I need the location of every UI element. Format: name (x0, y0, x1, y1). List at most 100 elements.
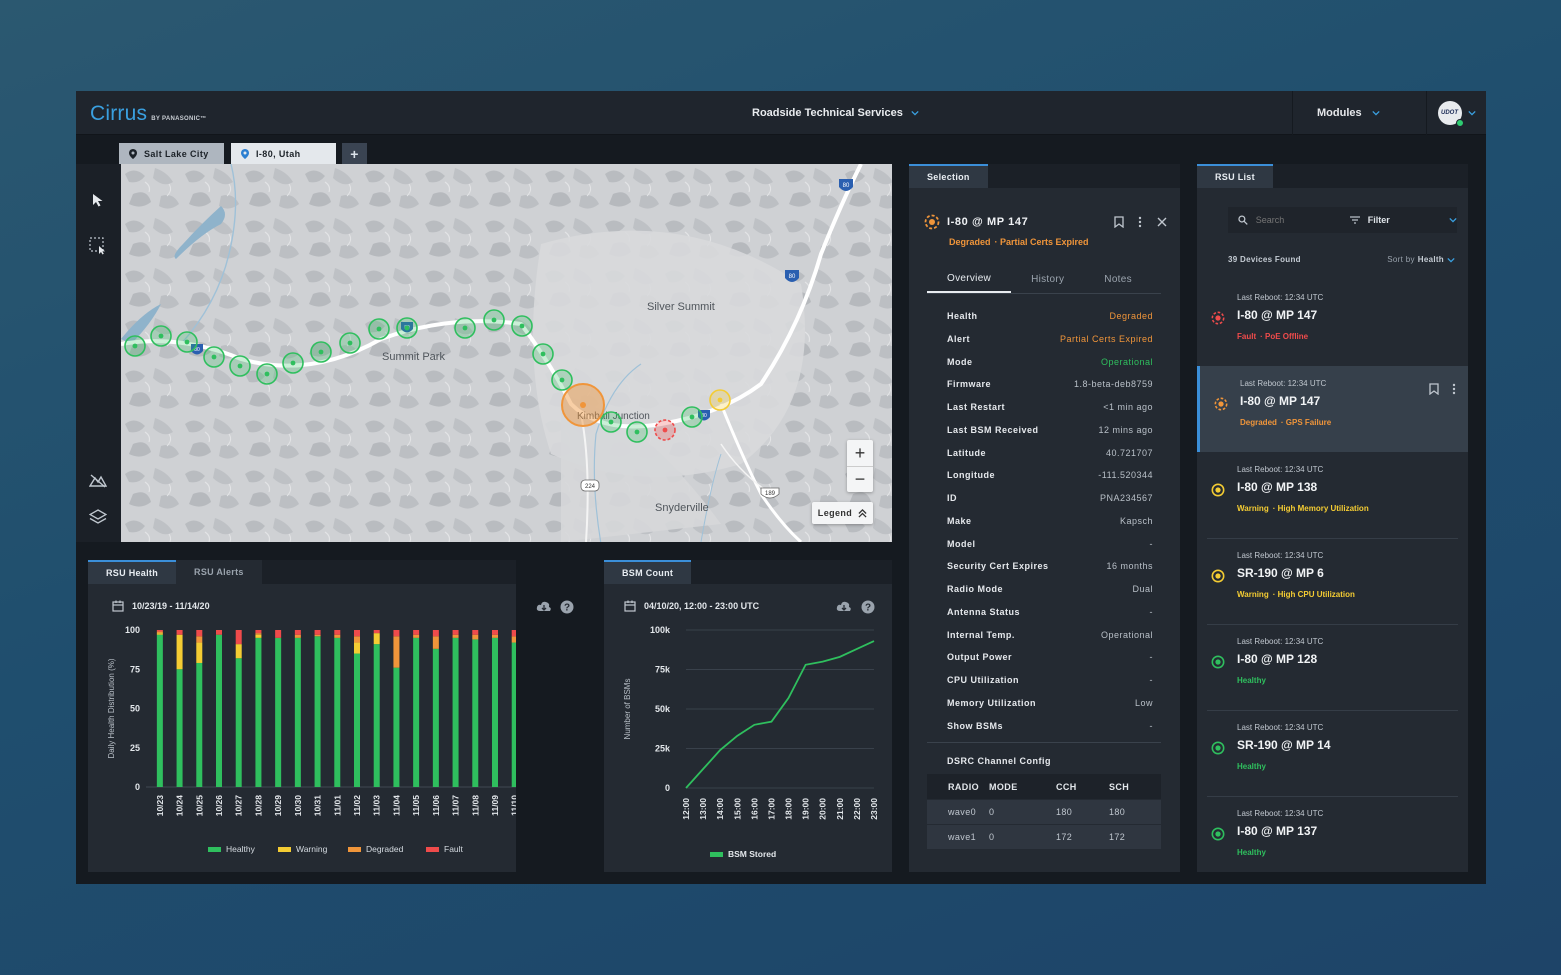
bar-segment-degraded[interactable] (196, 636, 203, 643)
rsu-marker-healthy[interactable] (551, 369, 573, 391)
rsu-marker-healthy[interactable] (310, 341, 332, 363)
bar-segment-degraded[interactable] (354, 636, 360, 643)
bar-segment-healthy[interactable] (452, 637, 459, 787)
bar-segment-fault[interactable] (294, 630, 301, 635)
rsu-marker-healthy[interactable] (396, 317, 418, 339)
rsu-marker-healthy[interactable] (339, 332, 361, 354)
bar-segment-fault[interactable] (314, 630, 321, 635)
organization-selector[interactable]: Roadside Technical Services (752, 107, 919, 119)
legend-item-warning[interactable]: Warning (278, 844, 328, 854)
filter-dropdown[interactable]: Filter (1349, 215, 1457, 225)
bar-segment-healthy[interactable] (393, 667, 400, 787)
zoom-out-button[interactable]: − (847, 466, 873, 492)
bar-segment-healthy[interactable] (196, 662, 203, 787)
bar-segment-degraded[interactable] (255, 633, 262, 635)
help-icon[interactable]: ? (861, 600, 875, 614)
bar-segment-warning[interactable] (235, 644, 242, 659)
cloud-download-icon[interactable] (836, 600, 852, 614)
legend-item-fault[interactable]: Fault (426, 844, 464, 854)
bar-segment-fault[interactable] (432, 630, 439, 637)
bar-segment-degraded[interactable] (452, 634, 459, 638)
rsu-marker-healthy[interactable] (368, 318, 390, 340)
bar-segment-healthy[interactable] (492, 637, 498, 787)
area-select-tool-button[interactable] (88, 236, 108, 256)
rsu-marker-healthy[interactable] (600, 411, 622, 433)
bar-segment-fault[interactable] (156, 630, 163, 632)
rsu-list-item[interactable]: Last Reboot: 12:34 UTC I-80 @ MP 137 Healt… (1197, 796, 1468, 872)
rsu-marker-healthy[interactable] (282, 352, 304, 374)
bar-segment-fault[interactable] (373, 630, 380, 634)
bar-segment-fault[interactable] (334, 630, 341, 635)
bar-segment-warning[interactable] (354, 642, 360, 654)
bar-segment-healthy[interactable] (511, 642, 516, 787)
bar-segment-degraded[interactable] (156, 631, 163, 634)
select-tool-button[interactable] (88, 190, 108, 210)
bar-segment-fault[interactable] (196, 630, 203, 637)
legend-item-degraded[interactable]: Degraded (348, 844, 404, 854)
rsu-marker-healthy[interactable] (681, 406, 703, 428)
close-icon[interactable] (1157, 217, 1167, 227)
help-icon[interactable]: ? (560, 600, 574, 614)
bar-segment-fault[interactable] (452, 630, 459, 635)
bar-segment-fault[interactable] (413, 630, 420, 635)
bar-segment-healthy[interactable] (432, 648, 439, 787)
health-date-range[interactable]: 10/23/19 - 11/14/20 (112, 600, 210, 612)
bar-segment-healthy[interactable] (275, 637, 282, 787)
logo[interactable]: Cirrus BY PANASONIC™ (90, 102, 207, 126)
map-tab-i80-utah[interactable]: I-80, Utah (231, 143, 336, 164)
bar-segment-fault[interactable] (176, 630, 183, 635)
bar-segment-degraded[interactable] (492, 634, 498, 638)
sort-dropdown[interactable]: Sort by Health (1387, 255, 1455, 264)
bar-segment-healthy[interactable] (255, 637, 262, 787)
bar-segment-healthy[interactable] (354, 653, 360, 787)
modules-menu[interactable]: Modules (1292, 91, 1426, 135)
rsu-marker-healthy[interactable] (256, 363, 278, 385)
bar-segment-degraded[interactable] (334, 634, 341, 638)
rsu-list-item[interactable]: Last Reboot: 12:34 UTC I-80 @ MP 147 Fault… (1197, 280, 1468, 366)
layers-button[interactable] (88, 507, 108, 527)
rsu-marker-fault[interactable] (654, 419, 676, 441)
tab-bsm-count[interactable]: BSM Count (604, 560, 692, 584)
bsm-date-range[interactable]: 04/10/20, 12:00 - 23:00 UTC (624, 600, 759, 612)
bar-segment-healthy[interactable] (216, 634, 222, 787)
bar-segment-degraded[interactable] (511, 636, 516, 643)
rsu-marker-selected-degraded[interactable] (561, 383, 605, 427)
tab-selection[interactable]: Selection (909, 164, 988, 188)
map-canvas[interactable]: 80 80 80 80 80 224 189 Silver Summit Sum… (121, 164, 892, 542)
bar-segment-degraded[interactable] (314, 634, 321, 637)
bar-segment-fault[interactable] (255, 630, 262, 634)
bar-segment-degraded[interactable] (413, 634, 420, 638)
bar-segment-warning[interactable] (255, 634, 262, 638)
legend-item-bsm-stored[interactable]: BSM Stored (710, 849, 776, 859)
tab-history[interactable]: History (1031, 274, 1065, 285)
tab-rsu-list[interactable]: RSU List (1197, 164, 1273, 188)
bar-segment-warning[interactable] (176, 634, 183, 670)
bookmark-icon[interactable] (1114, 216, 1124, 228)
rsu-list-item[interactable]: Last Reboot: 12:34 UTC SR-190 @ MP 6 Warni… (1197, 538, 1468, 624)
bar-segment-healthy[interactable] (472, 639, 479, 787)
rsu-marker-healthy[interactable] (483, 309, 505, 331)
bar-segment-healthy[interactable] (294, 637, 301, 787)
rsu-marker-healthy[interactable] (150, 325, 172, 347)
rsu-marker-healthy[interactable] (626, 421, 648, 443)
rsu-list-item[interactable]: Last Reboot: 12:34 UTC I-80 @ MP 147 Degra… (1197, 366, 1468, 452)
bar-segment-fault[interactable] (472, 630, 479, 635)
bar-segment-fault[interactable] (393, 630, 400, 637)
terrain-toggle-button[interactable] (88, 471, 108, 491)
bookmark-icon[interactable] (1429, 383, 1439, 395)
bar-segment-fault[interactable] (235, 630, 242, 645)
bar-segment-degraded[interactable] (294, 634, 301, 638)
bar-segment-healthy[interactable] (176, 669, 183, 787)
bar-segment-fault[interactable] (511, 630, 516, 637)
rsu-marker-healthy[interactable] (454, 317, 476, 339)
bar-segment-fault[interactable] (492, 630, 498, 635)
rsu-marker-healthy[interactable] (176, 331, 198, 353)
tab-overview[interactable]: Overview (927, 266, 1012, 293)
map-tab-salt-lake-city[interactable]: Salt Lake City (119, 143, 224, 164)
rsu-marker-warning[interactable] (709, 389, 731, 411)
bar-segment-warning[interactable] (373, 633, 380, 645)
bar-segment-fault[interactable] (275, 630, 282, 638)
more-options-icon[interactable] (1451, 383, 1457, 395)
rsu-list-item[interactable]: Last Reboot: 12:34 UTC SR-190 @ MP 14 Heal… (1197, 710, 1468, 796)
bar-segment-degraded[interactable] (432, 636, 439, 649)
